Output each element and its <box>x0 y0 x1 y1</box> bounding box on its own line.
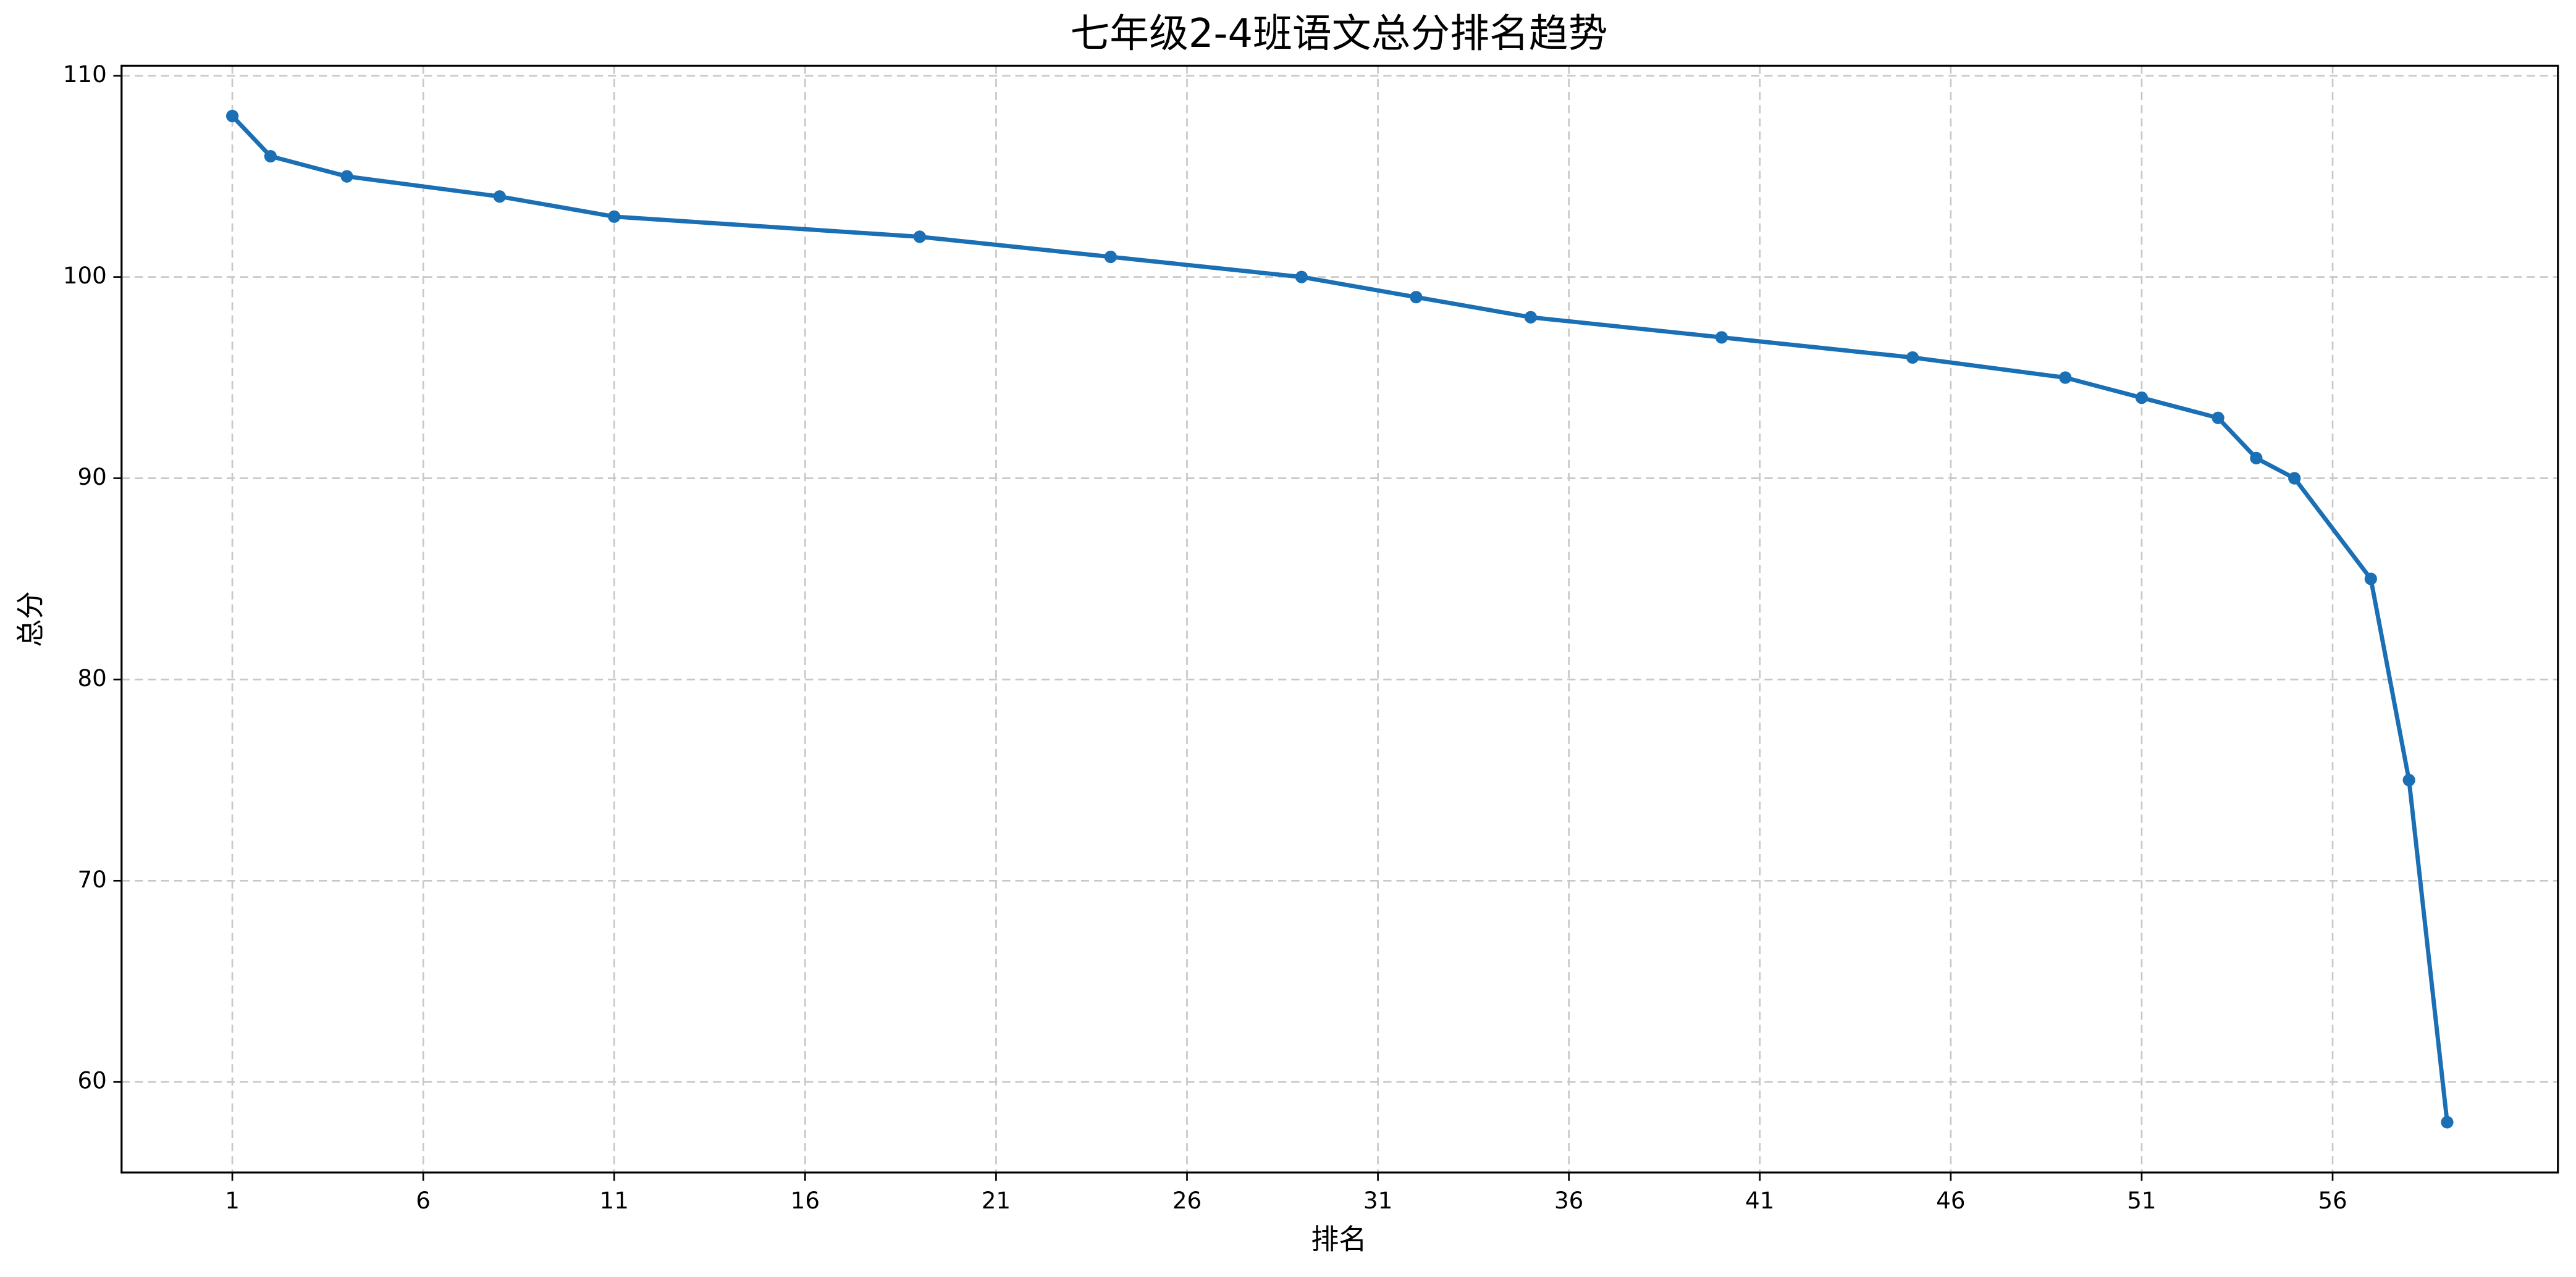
plot-frame <box>120 64 2559 1174</box>
chart-title: 七年级2-4班语文总分排名趋势 <box>1070 11 1607 57</box>
x-tick-label: 41 <box>1745 1187 1774 1214</box>
y-tick-label: 100 <box>63 262 107 289</box>
data-point <box>1715 331 1728 344</box>
data-point <box>225 109 239 122</box>
data-point <box>493 190 506 203</box>
x-tick-label: 11 <box>600 1187 629 1214</box>
y-tick-label: 90 <box>77 463 106 490</box>
data-point <box>608 210 621 223</box>
x-axis-label: 排名 <box>1311 1223 1366 1256</box>
data-point <box>1906 351 1919 364</box>
x-tick-label: 1 <box>225 1187 240 1214</box>
data-line <box>230 114 2449 1123</box>
x-tick-label: 46 <box>1936 1187 1965 1214</box>
data-point <box>2288 472 2301 485</box>
y-tick-label: 80 <box>77 664 106 692</box>
data-point <box>913 230 926 243</box>
data-point <box>1524 311 1537 324</box>
x-tick-label: 31 <box>1363 1187 1392 1214</box>
y-tick-label: 60 <box>77 1067 106 1094</box>
x-tick-label: 26 <box>1172 1187 1202 1214</box>
x-tick-label: 6 <box>416 1187 431 1214</box>
data-point <box>2250 451 2263 465</box>
data-point <box>1295 270 1308 283</box>
data-point <box>2059 371 2072 384</box>
x-tick-label: 51 <box>2127 1187 2156 1214</box>
y-axis-label: 总分 <box>14 591 47 647</box>
x-tick-label: 16 <box>791 1187 820 1214</box>
y-tick-label: 70 <box>77 866 106 893</box>
data-point <box>264 149 277 163</box>
data-point <box>1104 250 1117 264</box>
data-point <box>2364 572 2377 585</box>
x-tick-label: 56 <box>2318 1187 2347 1214</box>
data-point <box>2402 774 2415 787</box>
data-point <box>2135 391 2149 404</box>
x-tick-label: 36 <box>1554 1187 1583 1214</box>
y-tick-label: 110 <box>63 61 107 88</box>
data-point <box>2212 411 2225 424</box>
data-point <box>1410 291 1423 304</box>
data-point <box>2441 1116 2454 1129</box>
data-point <box>340 170 353 183</box>
x-tick-label: 21 <box>982 1187 1011 1214</box>
